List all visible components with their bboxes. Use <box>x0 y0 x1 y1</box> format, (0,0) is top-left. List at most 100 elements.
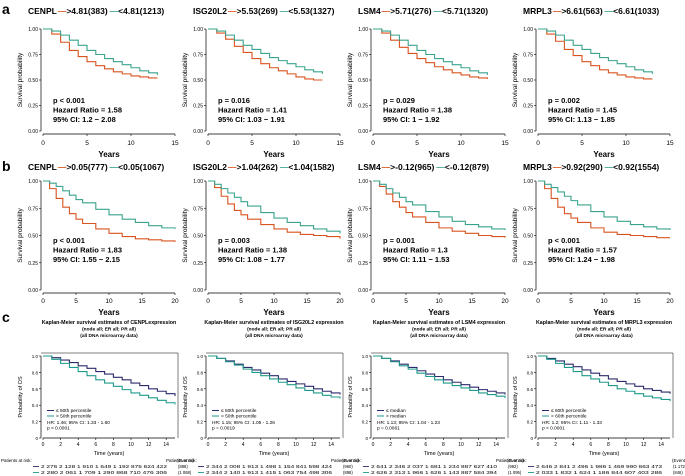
y-axis-label: Survival probability <box>17 207 24 262</box>
low-arrow: — <box>110 6 119 16</box>
y-axis-label: Survival probability <box>182 207 189 262</box>
stat-text: p = 0.002 <box>548 96 580 105</box>
y-tick-label: 0 <box>35 436 38 441</box>
series-line-orange <box>373 180 506 238</box>
low-arrow: — <box>434 6 443 16</box>
stat-text: 95% CI: 1.08 − 1.77 <box>218 255 285 264</box>
y-tick-label: 1.0 <box>197 354 204 359</box>
low-group-label: <4.81(1213) <box>118 6 164 16</box>
gene-name: ISG20L2 <box>193 6 227 16</box>
series-line-green <box>538 355 671 402</box>
x-tick-label: 5 <box>250 140 254 147</box>
high-arrow: — <box>382 162 391 172</box>
y-tick-label: 0.2 <box>362 420 369 425</box>
y-tick-label: 1.00 <box>523 179 533 185</box>
high-group-label: >5.53(269) <box>237 6 279 16</box>
x-axis-label: Years <box>98 308 120 317</box>
series-line-green <box>208 355 341 399</box>
series-line-orange <box>208 28 323 81</box>
low-group-label: <5.53(1327) <box>288 6 334 16</box>
high-arrow: — <box>58 6 67 16</box>
km-chart-a-1: CENPL—>4.81(383) —<4.81(1213)0.000.250.50… <box>17 6 179 159</box>
legend-entry: ≤ 50th percentile <box>56 408 92 414</box>
y-tick-label: 0.25 <box>523 104 533 110</box>
y-tick-label: 0.00 <box>523 288 533 294</box>
km-chart-b-3: LSM4—>-0.12(965) —<-0.12(879)0.000.250.50… <box>347 162 509 317</box>
series-line-orange <box>208 180 341 239</box>
x-tick-label: 0 <box>371 298 375 305</box>
x-tick-label: 15 <box>303 298 311 305</box>
chart-title-line: (node all; ER all; PR all) <box>577 327 631 333</box>
y-tick-label: 0.75 <box>193 206 203 212</box>
y-tick-label: 0.75 <box>523 53 533 59</box>
risk-row: 2 641 2 346 2 037 1 681 1 234 887 627 41… <box>371 464 498 469</box>
x-tick-label: 0 <box>536 140 540 147</box>
y-tick-label: 1.00 <box>193 179 203 185</box>
low-arrow: — <box>280 162 289 172</box>
stat-text: 95% CI: 1.55 − 2.15 <box>53 255 120 264</box>
y-tick-label: 0.4 <box>362 403 369 408</box>
chart-header: CENPL—>0.05(777) —<0.05(1067) <box>28 162 164 172</box>
y-tick-label: 1.00 <box>28 27 38 33</box>
series-line-green <box>373 355 506 398</box>
high-arrow: — <box>382 6 391 16</box>
stat-text: 95% CI: 1.11 − 1.53 <box>383 255 450 264</box>
y-tick-label: 0.25 <box>193 261 203 267</box>
x-tick-label: 10 <box>105 298 113 305</box>
y-tick-label: 0.75 <box>28 206 38 212</box>
x-tick-label: 10 <box>622 140 630 147</box>
y-axis-label: Survival probability <box>182 52 189 107</box>
risk-events: (1 172) <box>673 464 685 469</box>
low-group-label: <-0.12(879) <box>445 162 489 172</box>
x-axis-label: Years <box>428 308 450 317</box>
panel-label-b: b <box>2 158 11 174</box>
x-tick-label: 2 <box>59 442 62 448</box>
y-tick-label: 0.6 <box>527 387 534 392</box>
y-tick-label: 0.50 <box>193 78 203 84</box>
stat-text: p = 0.0061 <box>377 426 400 432</box>
y-tick-label: 0.6 <box>32 387 39 392</box>
x-tick-label: 10 <box>623 442 629 448</box>
stat-text: HR: 1.13; 95% CI: 1.04 - 1.23 <box>377 420 440 426</box>
y-tick-label: 0.6 <box>197 387 204 392</box>
risk-row: 2 280 2 061 1 709 1 290 868 710 476 306 <box>41 470 168 475</box>
x-tick-label: 15 <box>171 140 179 147</box>
y-tick-label: 0.2 <box>197 420 204 425</box>
y-tick-label: 0.75 <box>193 53 203 59</box>
x-tick-label: 0 <box>207 442 210 448</box>
series-line-green <box>43 355 176 405</box>
x-axis-label: Years <box>98 150 120 159</box>
y-axis-label: Survival probability <box>347 207 354 262</box>
low-arrow: — <box>605 6 614 16</box>
y-tick-label: 0.2 <box>527 420 534 425</box>
x-tick-label: 20 <box>666 298 674 305</box>
stat-text: Hazard Ratio = 1.58 <box>53 106 122 115</box>
km-chart-c-4: Kaplan-Meier survival estimates of MRPL3… <box>496 320 685 475</box>
km-chart-b-4: MRPL3—>0.92(290) —<0.92(1554)0.000.250.50… <box>512 162 674 317</box>
gene-name: LSM4 <box>358 162 381 172</box>
gene-name: MRPL3 <box>523 6 552 16</box>
risk-events: (846) <box>673 470 683 475</box>
x-tick-label: 10 <box>600 298 608 305</box>
km-chart-a-3: LSM4—>5.71(276) —<5.71(1320)0.000.250.500… <box>347 6 509 159</box>
x-axis-label: Years <box>593 308 615 317</box>
stat-text: p < 0.0001 <box>47 426 70 432</box>
low-group-label: <6.61(1033) <box>613 6 659 16</box>
panel-label-c: c <box>2 309 10 325</box>
x-tick-label: 6 <box>94 442 97 448</box>
x-tick-label: 15 <box>336 140 344 147</box>
high-arrow: — <box>553 162 562 172</box>
stat-text: p = 0.029 <box>383 96 415 105</box>
x-tick-label: 6 <box>424 442 427 448</box>
high-arrow: — <box>228 6 237 16</box>
km-chart-a-2: ISG20L2—>5.53(269) —<5.53(1327)0.000.250.… <box>182 6 344 159</box>
x-axis-label: Time (years) <box>424 451 455 457</box>
gene-name: LSM4 <box>358 6 381 16</box>
risk-row: 2 344 2 140 1 913 1 415 1 063 754 498 30… <box>206 470 333 475</box>
legend-entry: ≤ median <box>386 408 406 414</box>
y-tick-label: 0 <box>365 436 368 441</box>
x-tick-label: 20 <box>501 298 509 305</box>
stat-text: 95% CI: 1 − 1.92 <box>383 115 440 124</box>
risk-label: Patients at risk: <box>166 458 197 463</box>
stat-text: Hazard Ratio = 1.38 <box>218 246 287 255</box>
